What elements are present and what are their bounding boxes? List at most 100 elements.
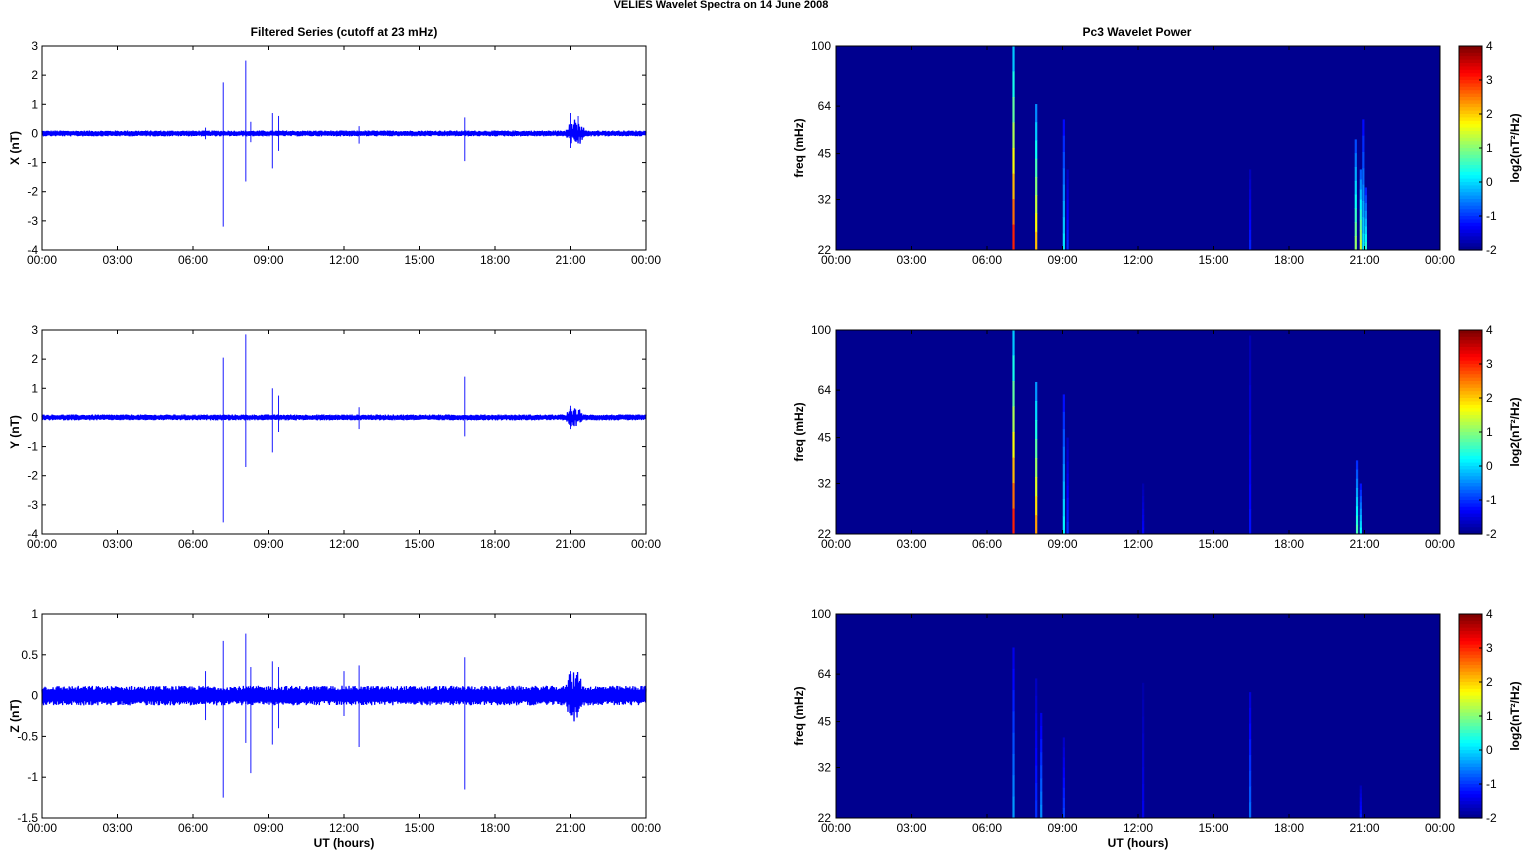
y-tick-label: 64 [818,383,832,397]
power-streak [1248,179,1252,191]
colorbar-band [1459,333,1482,338]
y-tick-label: -1 [27,156,38,170]
colorbar-band [1459,117,1482,122]
power-streak [1359,496,1362,503]
colorbar-band [1459,435,1482,440]
x-tick-label: 12:00 [329,821,359,835]
colorbar-band [1459,483,1482,487]
power-streak [1248,169,1252,181]
y-axis-label: Z (nT) [8,699,22,732]
power-streak [1066,229,1069,241]
colorbar-band [1459,658,1482,663]
y-tick-label: 0 [31,126,38,140]
colorbar-band [1459,682,1482,686]
y-tick-label: -4 [27,243,38,257]
power-streak [1066,199,1069,211]
power-streak [1035,713,1038,732]
power-streak [1355,506,1359,517]
colorbar-tick-label: 2 [1486,107,1493,121]
colorbar-band [1459,520,1482,525]
colorbar-band [1459,374,1482,379]
colorbar-band [1459,134,1482,139]
colorbar-band [1459,103,1482,108]
colorbar-band [1459,120,1482,125]
x-tick-label: 03:00 [896,253,926,267]
colorbar-band [1459,144,1482,149]
power-streak [1062,464,1065,483]
colorbar-tick-label: -2 [1486,243,1497,257]
power-streak [1012,122,1015,149]
power-streak [1012,754,1015,776]
colorbar-band [1459,486,1482,491]
power-streak [1359,209,1362,221]
x-tick-label: 03:00 [102,537,132,551]
colorbar-band [1459,479,1482,484]
colorbar-band [1459,692,1482,697]
power-streak [1362,135,1365,153]
power-streak [1248,434,1252,461]
power-streak [1035,495,1038,516]
x-tick-label: 00:00 [821,537,851,551]
colorbar-band [1459,726,1482,731]
power-streak [1359,521,1362,529]
colorbar-band [1459,469,1482,474]
power-streak [1359,489,1362,497]
colorbar-band [1459,357,1482,362]
colorbar-band [1459,236,1482,241]
colorbar-band [1459,641,1482,646]
power-streak [1062,757,1065,769]
power-streak [1062,152,1065,169]
colorbar-band [1459,408,1482,413]
y-tick-label: 3 [31,323,38,337]
colorbar-band [1459,330,1482,334]
power-streak [1012,381,1015,407]
colorbar-band [1459,137,1482,142]
power-streak [1364,187,1367,196]
colorbar-band [1459,148,1482,152]
colorbar-band [1459,398,1482,402]
colorbar: 4 3 2 1 0 -1 -2 log2(nT²/Hz) [1458,323,1522,541]
power-streak [1359,793,1362,799]
x-tick-label: 15:00 [1198,253,1228,267]
power-streak [1359,508,1362,516]
colorbar-band [1459,624,1482,629]
colorbar-band [1459,620,1482,625]
y-tick-label: 22 [818,527,832,541]
colorbar-band [1459,709,1482,714]
power-streak [1062,499,1065,518]
power-streak [1012,796,1015,819]
colorbar-band [1459,787,1482,792]
x-tick-label: 09:00 [253,253,283,267]
colorbar-tick-label: -1 [1486,777,1497,791]
colorbar-band [1459,678,1482,683]
colorbar-band [1459,56,1482,61]
power-streak [1142,801,1145,819]
colorbar-band [1459,63,1482,67]
colorbar-band [1459,716,1482,720]
colorbar-band [1459,756,1482,761]
colorbar-band [1459,158,1482,163]
colorbar-band [1459,770,1482,775]
power-streak [1248,484,1252,510]
power-streak [1066,209,1069,221]
y-tick-label: 100 [811,323,831,337]
y-tick-label: -2 [27,469,38,483]
plot-frame [41,329,647,535]
power-streak [1364,226,1367,235]
colorbar-band [1459,175,1482,180]
colorbar-band [1459,729,1482,734]
y-tick-label: -0.5 [17,729,38,743]
colorbar-band [1459,500,1482,504]
colorbar-band [1459,411,1482,416]
colorbar-band [1459,699,1482,703]
power-streak [1359,189,1362,201]
x-tick-label: 21:00 [555,821,585,835]
power-streak [1355,487,1359,498]
power-streak [1355,497,1359,507]
colorbar-band [1459,637,1482,642]
power-streak [1012,71,1015,98]
power-streak [1364,195,1367,204]
x-tick-label: 00:00 [27,253,57,267]
x-tick-label: 00:00 [631,253,661,267]
colorbar-band [1459,797,1482,802]
